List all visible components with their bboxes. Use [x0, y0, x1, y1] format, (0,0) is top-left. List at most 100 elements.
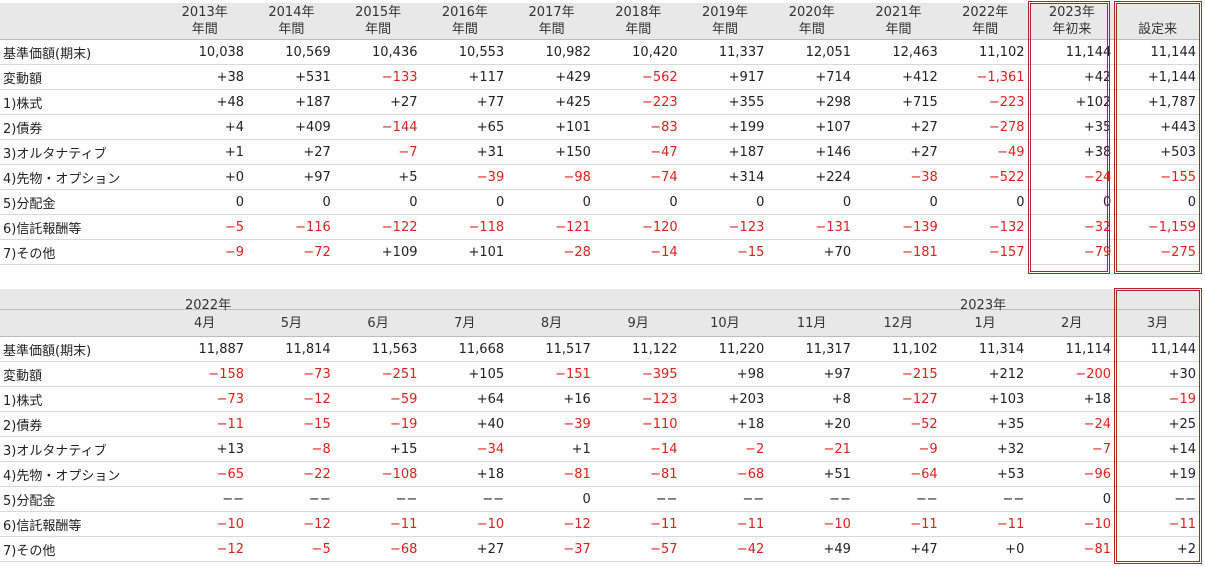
value-cell: −562 [594, 64, 682, 90]
monthly-header-2: 6月 [334, 309, 422, 337]
value-cell: 11,144 [1115, 336, 1200, 362]
value-cell: −2 [681, 436, 769, 462]
value-cell: +27 [248, 139, 335, 165]
value-cell: +16 [508, 386, 595, 412]
value-cell: 11,144 [1028, 39, 1116, 65]
value-cell: 11,102 [854, 336, 942, 362]
year-label-2022: 2022年 [185, 298, 232, 313]
value-cell: 12,051 [768, 39, 856, 65]
value-cell: 11,144 [1115, 39, 1200, 65]
value-cell: +503 [1115, 139, 1200, 165]
value-cell: −81 [508, 461, 595, 487]
value-cell: −12 [508, 511, 595, 537]
value-cell: 10,420 [594, 39, 682, 65]
value-cell: +2 [1115, 536, 1200, 562]
value-cell: −139 [855, 214, 942, 240]
value-cell: +1 [161, 139, 249, 165]
value-cell: −− [681, 486, 769, 512]
header-year: 2016年 [441, 5, 488, 20]
value-cell: −9 [854, 436, 942, 462]
annual-header-7: 2020年 年間 [768, 3, 856, 40]
value-cell: +51 [768, 461, 855, 487]
value-cell: −200 [1028, 361, 1116, 387]
value-cell: −223 [941, 89, 1029, 115]
value-cell: 10,436 [334, 39, 422, 65]
annual-row: 4)先物・オプション +0 +97 +5 −39 −98 −74 +314 +224 −38 −52… [0, 164, 1200, 190]
row-label: 6)信託報酬等 [0, 511, 162, 537]
header-period: 12月 [883, 315, 914, 331]
value-cell: +27 [334, 89, 422, 115]
value-cell: −395 [594, 361, 682, 387]
value-cell: −10 [768, 511, 855, 537]
value-cell: −34 [421, 436, 509, 462]
monthly-year-row [0, 289, 1200, 310]
header-period: 年間 [451, 22, 478, 37]
value-cell: +443 [1115, 114, 1200, 140]
value-cell: −74 [594, 164, 682, 190]
value-cell: −11 [161, 411, 249, 437]
monthly-header-0: 4月 [161, 309, 249, 337]
value-cell: −116 [248, 214, 335, 240]
header-period: 年間 [191, 22, 218, 37]
value-cell: −83 [594, 114, 682, 140]
row-label: 7)その他 [0, 239, 162, 265]
value-cell: −24 [1028, 164, 1116, 190]
value-cell: +187 [248, 89, 335, 115]
value-cell: −− [941, 486, 1029, 512]
value-cell: −120 [594, 214, 682, 240]
header-year: 2013年 [181, 5, 228, 20]
value-cell: −215 [854, 361, 942, 387]
value-cell: 10,553 [421, 39, 509, 65]
row-label: 5)分配金 [0, 189, 162, 215]
annual-header-2: 2015年 年間 [334, 3, 422, 40]
header-period: 設定来 [1138, 22, 1178, 37]
monthly-row: 1)株式 −73 −12 −59 +64 +16 −123 +203 +8 −127 +103 +18… [0, 386, 1200, 412]
value-cell: −158 [161, 361, 249, 387]
monthly-header-11: 3月 [1115, 309, 1200, 337]
monthly-header-8: 12月 [854, 309, 942, 337]
value-cell: −251 [334, 361, 422, 387]
value-cell: −11 [594, 511, 682, 537]
value-cell: −10 [161, 511, 249, 537]
value-cell: +117 [421, 64, 509, 90]
annual-header-1: 2014年 年間 [248, 3, 335, 40]
header-period: 年間 [972, 22, 999, 37]
value-cell: −15 [681, 239, 769, 265]
value-cell: −− [334, 486, 422, 512]
row-label: 5)分配金 [0, 486, 162, 512]
value-cell: 0 [594, 189, 682, 215]
value-cell: −21 [768, 436, 855, 462]
value-cell: 10,982 [508, 39, 595, 65]
value-cell: +38 [161, 64, 249, 90]
header-period: 年間 [712, 22, 739, 37]
row-label: 変動額 [0, 64, 162, 90]
value-cell: +314 [681, 164, 769, 190]
value-cell: +32 [941, 436, 1029, 462]
value-cell: −32 [1028, 214, 1116, 240]
value-cell: −12 [161, 536, 249, 562]
value-cell: +64 [421, 386, 509, 412]
header-year: 2015年 [355, 5, 402, 20]
row-label: 3)オルタナティブ [0, 139, 162, 165]
value-cell: −73 [161, 386, 249, 412]
value-cell: +146 [768, 139, 856, 165]
value-cell: −127 [854, 386, 942, 412]
value-cell: −− [421, 486, 509, 512]
value-cell: 11,122 [594, 336, 682, 362]
value-cell: −38 [855, 164, 942, 190]
row-label: 1)株式 [0, 386, 162, 412]
annual-header-3: 2016年年間 [421, 3, 509, 40]
monthly-header-1: 5月 [248, 309, 335, 337]
value-cell: 0 [941, 189, 1029, 215]
value-cell: −39 [421, 164, 509, 190]
value-cell: 11,337 [681, 39, 769, 65]
value-cell: 0 [161, 189, 249, 215]
value-cell: −11 [941, 511, 1029, 537]
header-corner-cell [0, 309, 162, 337]
value-cell: −1,361 [941, 64, 1029, 90]
value-cell: +98 [681, 361, 769, 387]
value-cell: −8 [248, 436, 335, 462]
header-period: 年間 [278, 22, 305, 37]
monthly-row: 基準価額(期末) 11,887 11,814 11,563 11,668 11,517 11… [0, 336, 1200, 362]
header-year: 2023年 [1048, 5, 1095, 20]
